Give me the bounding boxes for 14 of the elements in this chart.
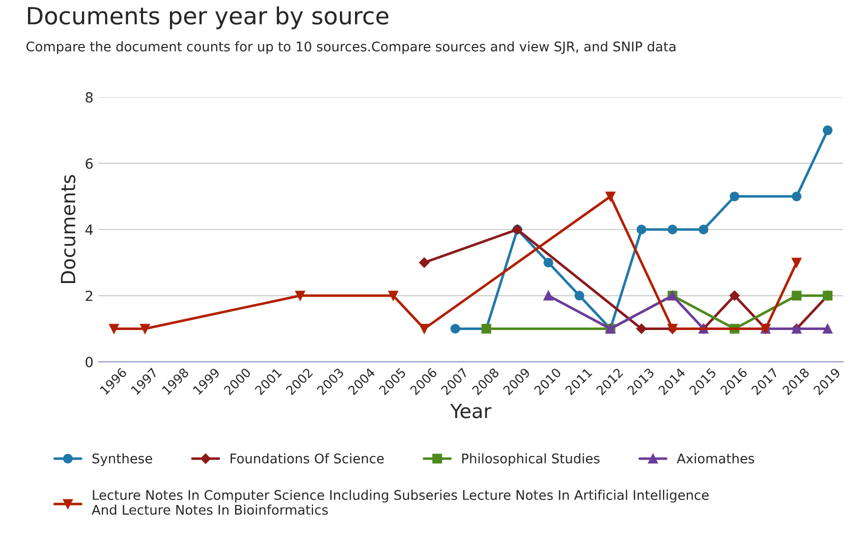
y-tick-label: 2 <box>86 290 92 301</box>
legend-label: Axiomathes <box>676 453 754 464</box>
chart-subtitle: Compare the document counts for up to 10 sources.Compare sources and view SJR, and SNIP data <box>26 41 676 54</box>
legend-label: Lecture Notes In Computer Science Including Subseries Lecture Notes In Artificial Intelligence And Lecture Notes In Bioinformatics <box>92 490 709 515</box>
legend-label: Philosophical Studies <box>462 453 600 466</box>
x-axis-title: Year <box>450 404 492 418</box>
legend-label: Synthese <box>92 453 152 466</box>
y-tick-label: 6 <box>86 158 93 169</box>
chart-title: Documents per year by source <box>28 6 388 30</box>
y-axis-title: Documents <box>60 175 76 284</box>
y-tick-label: 8 <box>86 92 93 103</box>
y-tick-label: 4 <box>85 224 93 235</box>
y-tick-label: 0 <box>86 356 93 368</box>
legend-label: Foundations Of Science <box>230 453 384 464</box>
